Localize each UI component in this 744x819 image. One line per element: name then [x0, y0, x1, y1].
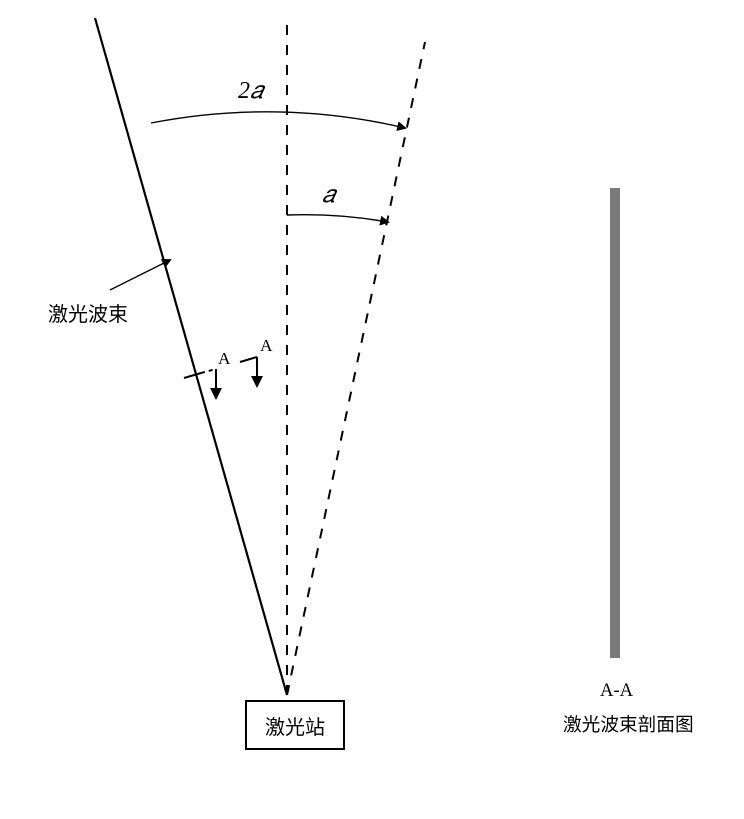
diagram-root: 2𝑎 𝑎 激光波束 A A 激光站 A-A 激光波束剖面图 — [0, 0, 744, 819]
cross-section-caption-1: A-A — [600, 680, 633, 702]
section-a-label-right: A — [260, 336, 273, 356]
beam-text-label: 激光波束 — [48, 298, 128, 327]
section-a-label-left: A — [218, 349, 231, 369]
section-marker-right — [240, 357, 257, 382]
beam-solid-line — [95, 18, 287, 695]
laser-station-label: 激光站 — [265, 711, 325, 740]
arc-a — [287, 215, 388, 222]
arc-2a — [151, 112, 405, 128]
beam-pointer-arrow — [110, 260, 170, 290]
cross-section-caption-2: 激光波束剖面图 — [563, 710, 694, 737]
angle-2a-label: 2𝑎 — [238, 78, 263, 105]
cross-section-bar — [610, 188, 620, 658]
right-dashed-line — [287, 42, 425, 695]
angle-a-label: 𝑎 — [322, 182, 335, 209]
laser-station-box: 激光站 — [245, 700, 345, 750]
